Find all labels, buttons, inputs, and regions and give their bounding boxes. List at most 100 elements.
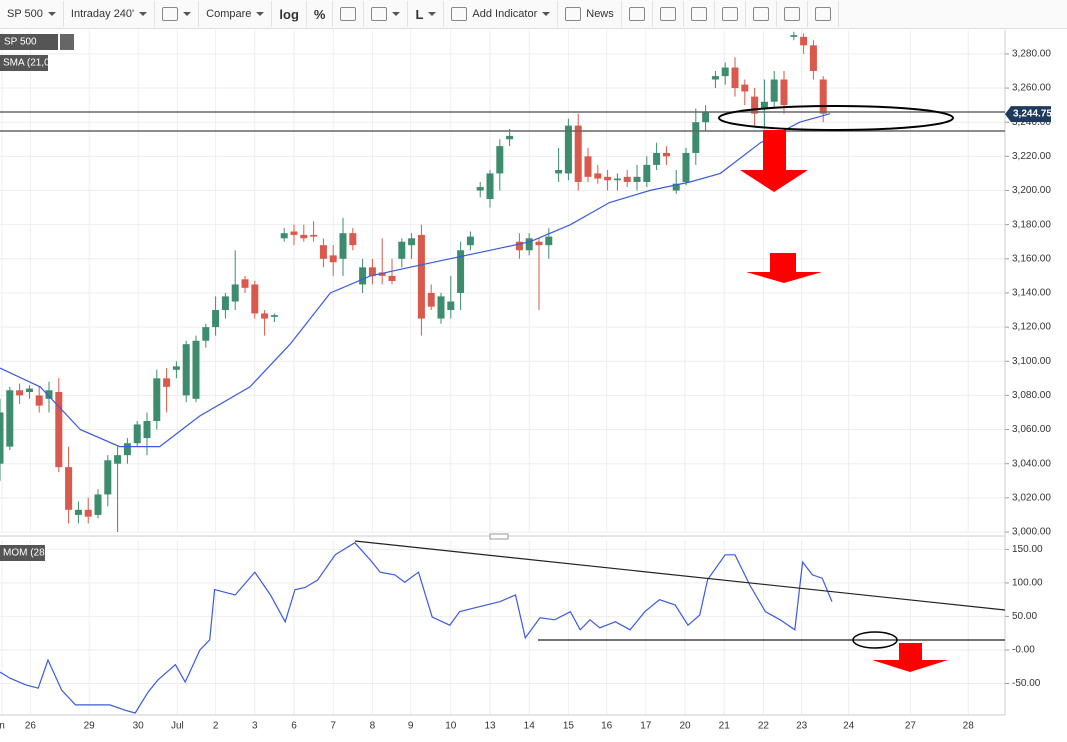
candle-body [653,152,661,165]
candle-body [202,327,210,341]
candle-body [270,315,278,317]
y-tick-label: 50.00 [1012,611,1037,622]
candle-body [55,391,63,468]
percent-text: % [313,6,326,22]
percent-button[interactable]: % [307,1,334,27]
candle-body [408,238,416,246]
candle-body [182,344,190,396]
x-tick-label: 29 [84,721,96,732]
symbol-button[interactable]: SP 500 [0,1,64,27]
candle-body [515,241,523,251]
x-tick-label: 6 [291,721,297,732]
momentum-line [0,541,833,714]
candle-body [741,84,749,92]
settings-icon[interactable] [60,34,74,50]
candle-body [770,79,778,102]
candle-body [319,245,327,259]
candle-body [760,101,768,109]
last-price-tag [1005,106,1051,123]
candle-body [594,173,602,179]
candle-body [300,234,308,239]
candle-body [623,176,631,182]
symbol-text: SP 500 [7,8,43,20]
interval-button[interactable]: Intraday 240' [64,1,156,27]
x-tick-label: n [0,721,5,732]
y-tick-label: -50.00 [1012,678,1041,689]
print-button[interactable] [715,1,746,27]
x-tick-label: 17 [640,721,652,732]
add-indicator-button[interactable]: Add Indicator [444,1,559,27]
candle-body [574,125,582,182]
candle-body [555,170,563,174]
candle-body [0,412,4,464]
drawn-ellipse [718,105,954,131]
candle-body [751,96,759,114]
line-tool-button[interactable]: L [408,1,445,27]
candle-body [809,45,817,71]
candle-body [780,79,788,106]
candle-body [447,301,455,311]
candle-body [819,79,827,114]
candle-body [123,443,131,456]
refresh-button[interactable] [622,1,653,27]
candle-body [251,284,259,314]
candle-body [153,378,161,422]
candle-body [280,233,288,239]
candle-body [16,390,24,396]
candle-body [692,122,700,153]
compare-button[interactable]: Compare [199,1,273,27]
candle-body [104,460,112,495]
candle-body [310,234,318,237]
candle-body [84,509,92,517]
y-tick-label: -0.00 [1012,645,1035,656]
fullscreen-button[interactable] [777,1,808,27]
candle-body [241,279,249,288]
last-price-label: 3,244.75 [1013,109,1052,120]
y-tick-label: 3,140.00 [1012,288,1051,299]
mute-button[interactable] [808,1,839,27]
y-tick-label: 3,040.00 [1012,458,1051,469]
drawn-arrow [746,253,822,283]
zoom-in-button[interactable] [653,1,684,27]
candle-body [790,35,798,37]
drawn-ellipse [852,631,898,649]
candle-body [74,509,82,515]
candle-body [192,340,200,399]
y-tick-label: 3,000.00 [1012,527,1051,538]
studies-button[interactable] [364,1,409,27]
y-tick-label: 3,060.00 [1012,424,1051,435]
x-tick-label: 14 [524,721,536,732]
x-tick-label: 9 [408,721,414,732]
draw-button[interactable] [333,1,365,27]
symbol-label: SP 500 [4,37,37,48]
png-button[interactable] [746,1,777,27]
chart-type-button[interactable] [155,1,200,27]
candle-body [662,152,670,157]
candle-body [25,388,33,392]
y-tick-label: 3,260.00 [1012,83,1051,94]
y-tick-label: 100.00 [1012,578,1043,589]
candle-body [437,296,445,319]
zoom-out-button[interactable] [684,1,715,27]
candle-body [496,146,504,174]
pane-handle[interactable] [489,533,509,540]
x-tick-label: 21 [719,721,731,732]
line-tool-text: L [415,6,424,22]
candle-body [457,250,465,293]
candle-body [604,176,612,181]
candle-body [133,424,141,444]
x-tick-label: 10 [445,721,457,732]
candle-body [231,284,239,302]
candle-body [682,152,690,182]
candle-body [6,390,14,447]
candle-body [731,67,739,89]
candle-body [261,313,269,319]
x-tick-label: 20 [679,721,691,732]
sma-badge [0,55,48,71]
news-button[interactable]: News [558,1,622,27]
x-tick-label: 8 [370,721,376,732]
sma-label: SMA (21,0) [3,58,53,69]
log-button[interactable]: log [272,1,307,27]
x-tick-label: 16 [601,721,613,732]
y-tick-label: 150.00 [1012,544,1043,555]
